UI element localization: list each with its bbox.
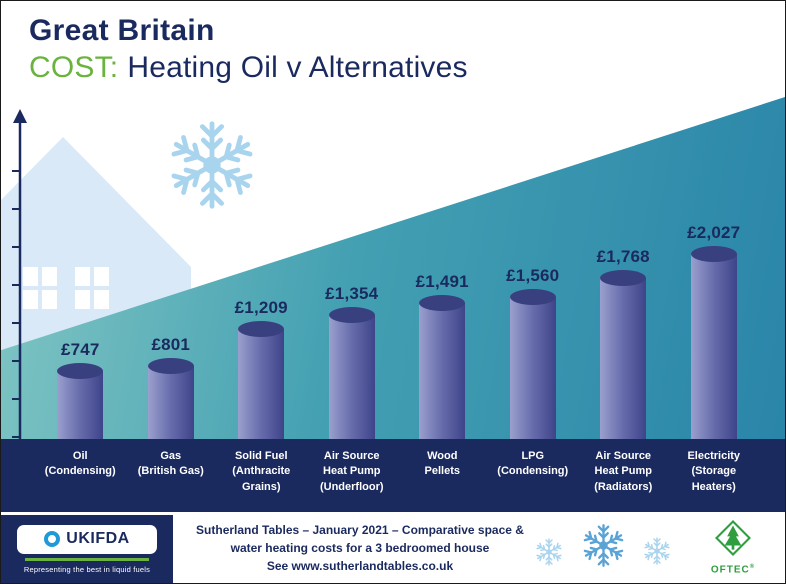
bar-value-label: £1,768	[596, 247, 650, 266]
category-label: Gas (British Gas)	[137, 450, 204, 478]
y-axis	[12, 109, 27, 439]
bar-column: £747	[35, 97, 126, 439]
title-region: Great Britain	[29, 14, 215, 47]
chart-area: £747 £801 £1,209 £1,354 £1,491 £1,560 £1,768 £2…	[1, 97, 785, 439]
bar-column: £1,560	[488, 97, 579, 439]
ukifda-logo-box: UKIFDA	[17, 524, 157, 554]
ukifda-ring-icon	[44, 531, 61, 547]
ukifda-wordmark: UKIFDA	[66, 530, 130, 547]
bar	[147, 358, 194, 439]
bar-column: £1,354	[307, 97, 398, 439]
bar	[57, 363, 104, 439]
oftec-tree-icon	[715, 520, 751, 556]
bar	[509, 289, 556, 439]
header: Great Britain COST: Heating Oil v Alterna…	[1, 1, 785, 97]
footer-snowflakes	[526, 515, 691, 583]
caption-line-1: Sutherland Tables – January 2021 – Compa…	[196, 523, 524, 537]
snowflake-icon	[642, 536, 672, 566]
oftec-wordmark: OFTEC®	[710, 564, 756, 576]
oftec-logo: OFTEC®	[695, 518, 771, 575]
bar-column: £2,027	[669, 97, 760, 439]
bar-column: £1,491	[397, 97, 488, 439]
bar-value-label: £1,354	[325, 284, 379, 303]
bar	[690, 246, 737, 439]
category-label: Oil (Condensing)	[44, 450, 116, 478]
bar-column: £1,209	[216, 97, 307, 439]
snowflake-icon	[580, 522, 627, 569]
bar-value-label: £2,027	[687, 223, 741, 242]
bar-value-label: £1,491	[415, 272, 469, 291]
caption-url-link[interactable]: www.sutherlandtables.co.uk	[291, 559, 454, 573]
bar-value-label: £801	[151, 335, 191, 354]
ukifda-logo: UKIFDA Representing the best in liquid f…	[1, 515, 173, 583]
bars-row: £747 £801 £1,209 £1,354 £1,491 £1,560 £1,768 £2…	[35, 97, 759, 439]
caption-see: See	[266, 559, 292, 573]
ukifda-tagline: Representing the best in liquid fuels	[23, 564, 151, 574]
bar-column: £801	[126, 97, 217, 439]
category-label: Air Source Heat Pump (Radiators)	[594, 450, 653, 493]
bar-value-label: £1,560	[506, 266, 560, 285]
category-band: Oil (Condensing) Gas (British Gas) Solid F…	[1, 439, 785, 512]
category-label: Wood Pellets	[424, 450, 460, 478]
bar-column: £1,768	[578, 97, 669, 439]
category-label: LPG (Condensing)	[497, 450, 569, 478]
bar	[238, 321, 285, 439]
category-label: Electricity (Storage Heaters)	[687, 450, 741, 493]
title-subtitle: COST: Heating Oil v Alternatives	[29, 51, 785, 85]
bar-value-label: £747	[60, 340, 100, 359]
caption-line-2: water heating costs for a 3 bedroomed ho…	[230, 541, 490, 555]
bar-value-label: £1,209	[234, 298, 288, 317]
caption-line-3: See www.sutherlandtables.co.uk	[179, 557, 541, 575]
ukifda-green-bar	[25, 557, 149, 561]
bar	[600, 270, 647, 439]
bar	[328, 307, 375, 439]
snowflake-icon	[534, 537, 564, 567]
title-cost-word: COST:	[29, 51, 119, 84]
bar	[419, 295, 466, 439]
category-label: Solid Fuel (Anthracite Grains)	[232, 450, 291, 493]
footer: UKIFDA Representing the best in liquid f…	[1, 515, 785, 583]
oftec-registered-mark: ®	[749, 564, 756, 570]
title-rest: Heating Oil v Alternatives	[127, 51, 468, 84]
footer-caption: Sutherland Tables – January 2021 – Compa…	[179, 521, 541, 575]
category-label: Air Source Heat Pump (Underfloor)	[319, 450, 384, 493]
